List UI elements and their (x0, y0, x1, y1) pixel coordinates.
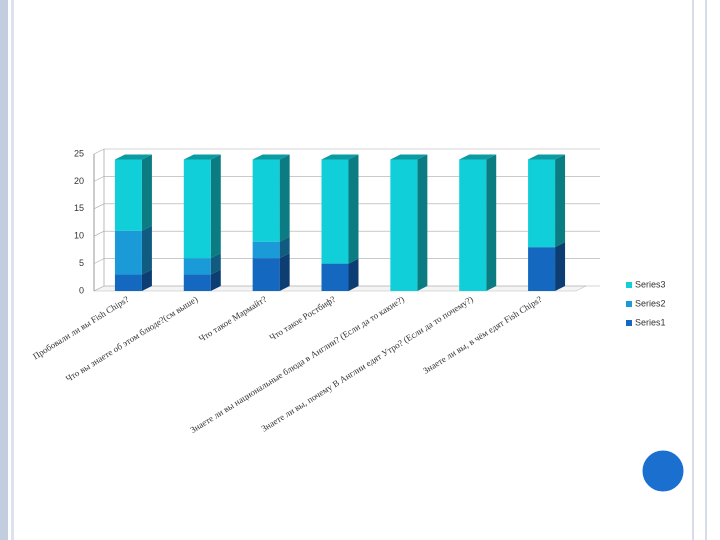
bar-side (279, 253, 290, 291)
y-tick-label: 25 (74, 148, 84, 158)
bar-side (141, 269, 152, 291)
bar-side (210, 154, 221, 259)
grid-line-side (93, 230, 105, 237)
bar-segment (321, 159, 349, 264)
bar-segment (252, 159, 280, 242)
bar-segment (183, 258, 211, 275)
bar-side (279, 154, 290, 242)
bar-segment (183, 159, 211, 259)
bar-top (114, 154, 152, 160)
bar-segment (114, 230, 142, 275)
bar-segment (252, 258, 280, 291)
bar-segment (321, 263, 349, 291)
y-tick-label: 15 (74, 203, 84, 213)
bar-side (279, 236, 290, 259)
bar-segment (252, 241, 280, 259)
legend-swatch (626, 301, 632, 307)
bar-segment (528, 247, 556, 291)
bar-side (348, 154, 359, 264)
legend-label: Series2 (635, 298, 666, 308)
legend-label: Series3 (635, 279, 666, 289)
legend-swatch (626, 320, 632, 326)
bar-segment (183, 274, 211, 291)
grid-line-side (93, 148, 105, 155)
bar-side (141, 225, 152, 275)
grid-line-side (93, 258, 105, 264)
bar-side (555, 242, 566, 291)
left-border-thin (11, 0, 14, 540)
bar-segment (114, 159, 142, 231)
bar-top (321, 154, 359, 160)
bar-segment (459, 159, 487, 291)
bar-side (417, 154, 428, 291)
legend-swatch (626, 282, 632, 288)
legend-label: Series1 (635, 317, 666, 327)
grid-line-side (93, 203, 105, 210)
y-tick-label: 10 (74, 231, 84, 241)
left-border (0, 0, 8, 540)
bar-segment (390, 159, 418, 291)
bar-side (486, 154, 497, 291)
bar-segment (528, 159, 556, 248)
bar-side (210, 253, 221, 275)
bar-top (459, 154, 497, 160)
grid-line-side (93, 285, 105, 292)
y-tick-label: 20 (74, 176, 84, 186)
bar-top (528, 154, 566, 160)
bar-side (348, 258, 359, 291)
bar-top (183, 154, 221, 160)
bar-side (141, 154, 152, 231)
bar-segment (114, 274, 142, 291)
y-tick-label: 0 (79, 285, 84, 295)
decor-circle (639, 447, 687, 495)
bar-side (555, 154, 566, 248)
grid-line-side (93, 176, 105, 182)
bar-top (252, 154, 290, 160)
bar-side (210, 269, 221, 291)
y-tick-label: 5 (79, 258, 84, 268)
bar-top (390, 154, 428, 160)
